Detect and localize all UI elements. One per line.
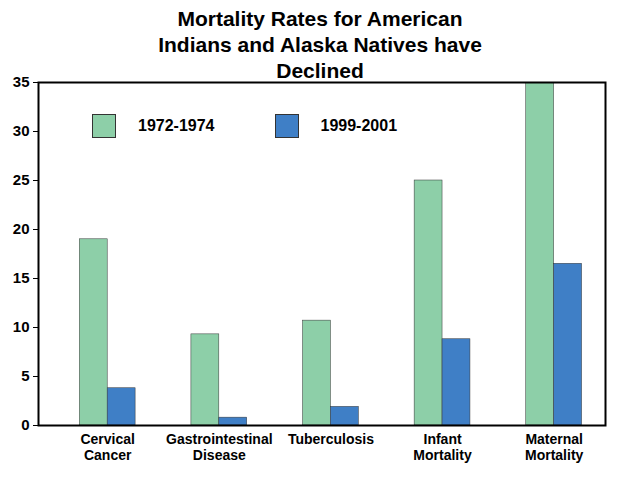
svg-text:15: 15 — [13, 269, 30, 286]
svg-text:CervicalCancer: CervicalCancer — [80, 431, 134, 462]
svg-text:MaternalMortality: MaternalMortality — [525, 431, 584, 462]
svg-text:30: 30 — [13, 122, 30, 139]
svg-text:GastrointestinalDisease: GastrointestinalDisease — [166, 431, 273, 462]
html-text:1999-2001: 1999-2001 — [320, 117, 397, 134]
svg-text:20: 20 — [13, 220, 30, 237]
svg-text:5: 5 — [21, 367, 29, 384]
html-text:Mortality Rates for American I: Mortality Rates for American Indians and… — [158, 7, 482, 82]
svg-text:25: 25 — [13, 171, 30, 188]
svg-text:Tuberculosis: Tuberculosis — [288, 431, 374, 447]
html-text:1972-1974: 1972-1974 — [138, 117, 215, 134]
svg-text:35: 35 — [13, 73, 30, 90]
svg-text:10: 10 — [13, 318, 30, 335]
svg-text:0: 0 — [21, 416, 29, 433]
svg-text:InfantMortality: InfantMortality — [413, 431, 472, 462]
